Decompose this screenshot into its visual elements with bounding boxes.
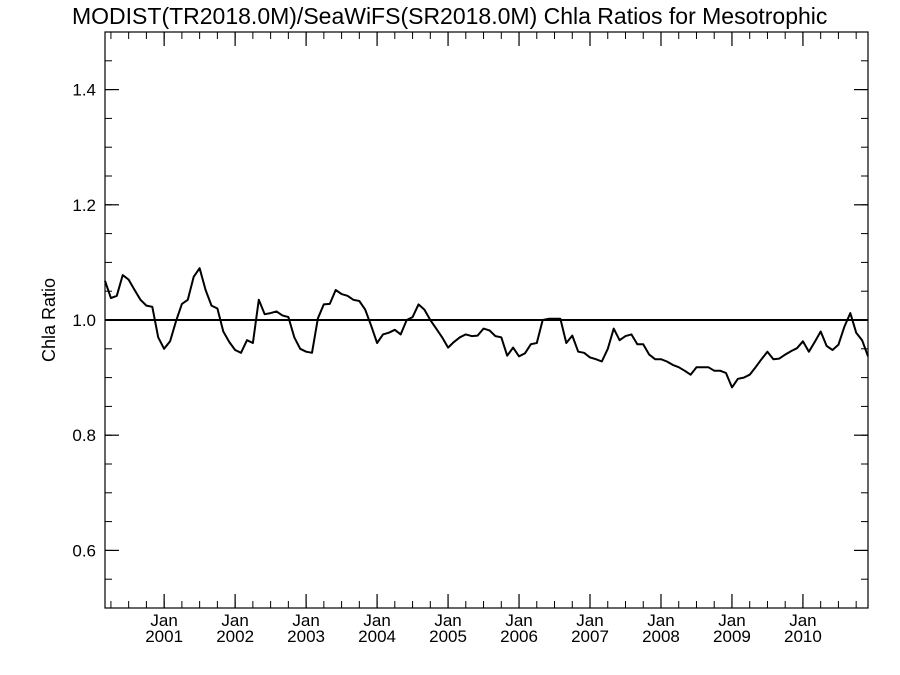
x-tick-month-label: Jan (576, 611, 603, 630)
x-axis-ticks: Jan2001Jan2002Jan2003Jan2004Jan2005Jan20… (145, 32, 822, 646)
y-tick-label: 1.2 (72, 196, 96, 215)
x-tick-month-label: Jan (150, 611, 177, 630)
x-tick-year-label: 2005 (429, 627, 467, 646)
x-tick-month-label: Jan (221, 611, 248, 630)
x-tick-year-label: 2009 (713, 627, 751, 646)
series-line (104, 267, 869, 389)
chart-title: MODIST(TR2018.0M)/SeaWiFS(SR2018.0M) Chl… (72, 3, 827, 29)
x-tick-year-label: 2010 (784, 627, 822, 646)
x-tick-year-label: 2007 (571, 627, 609, 646)
y-tick-label: 1.4 (72, 81, 96, 100)
x-tick-month-label: Jan (505, 611, 532, 630)
x-tick-month-label: Jan (647, 611, 674, 630)
y-tick-label: 0.8 (72, 426, 96, 445)
x-tick-year-label: 2003 (287, 627, 325, 646)
x-tick-month-label: Jan (789, 611, 816, 630)
x-tick-month-label: Jan (718, 611, 745, 630)
x-tick-year-label: 2004 (358, 627, 396, 646)
y-axis-label: Chla Ratio (39, 278, 59, 362)
x-tick-month-label: Jan (363, 611, 390, 630)
x-tick-month-label: Jan (434, 611, 461, 630)
y-tick-label: 0.6 (72, 541, 96, 560)
x-tick-year-label: 2002 (216, 627, 254, 646)
x-tick-year-label: 2006 (500, 627, 538, 646)
x-tick-year-label: 2001 (145, 627, 183, 646)
x-tick-month-label: Jan (292, 611, 319, 630)
y-tick-label: 1.0 (72, 311, 96, 330)
x-tick-year-label: 2008 (642, 627, 680, 646)
